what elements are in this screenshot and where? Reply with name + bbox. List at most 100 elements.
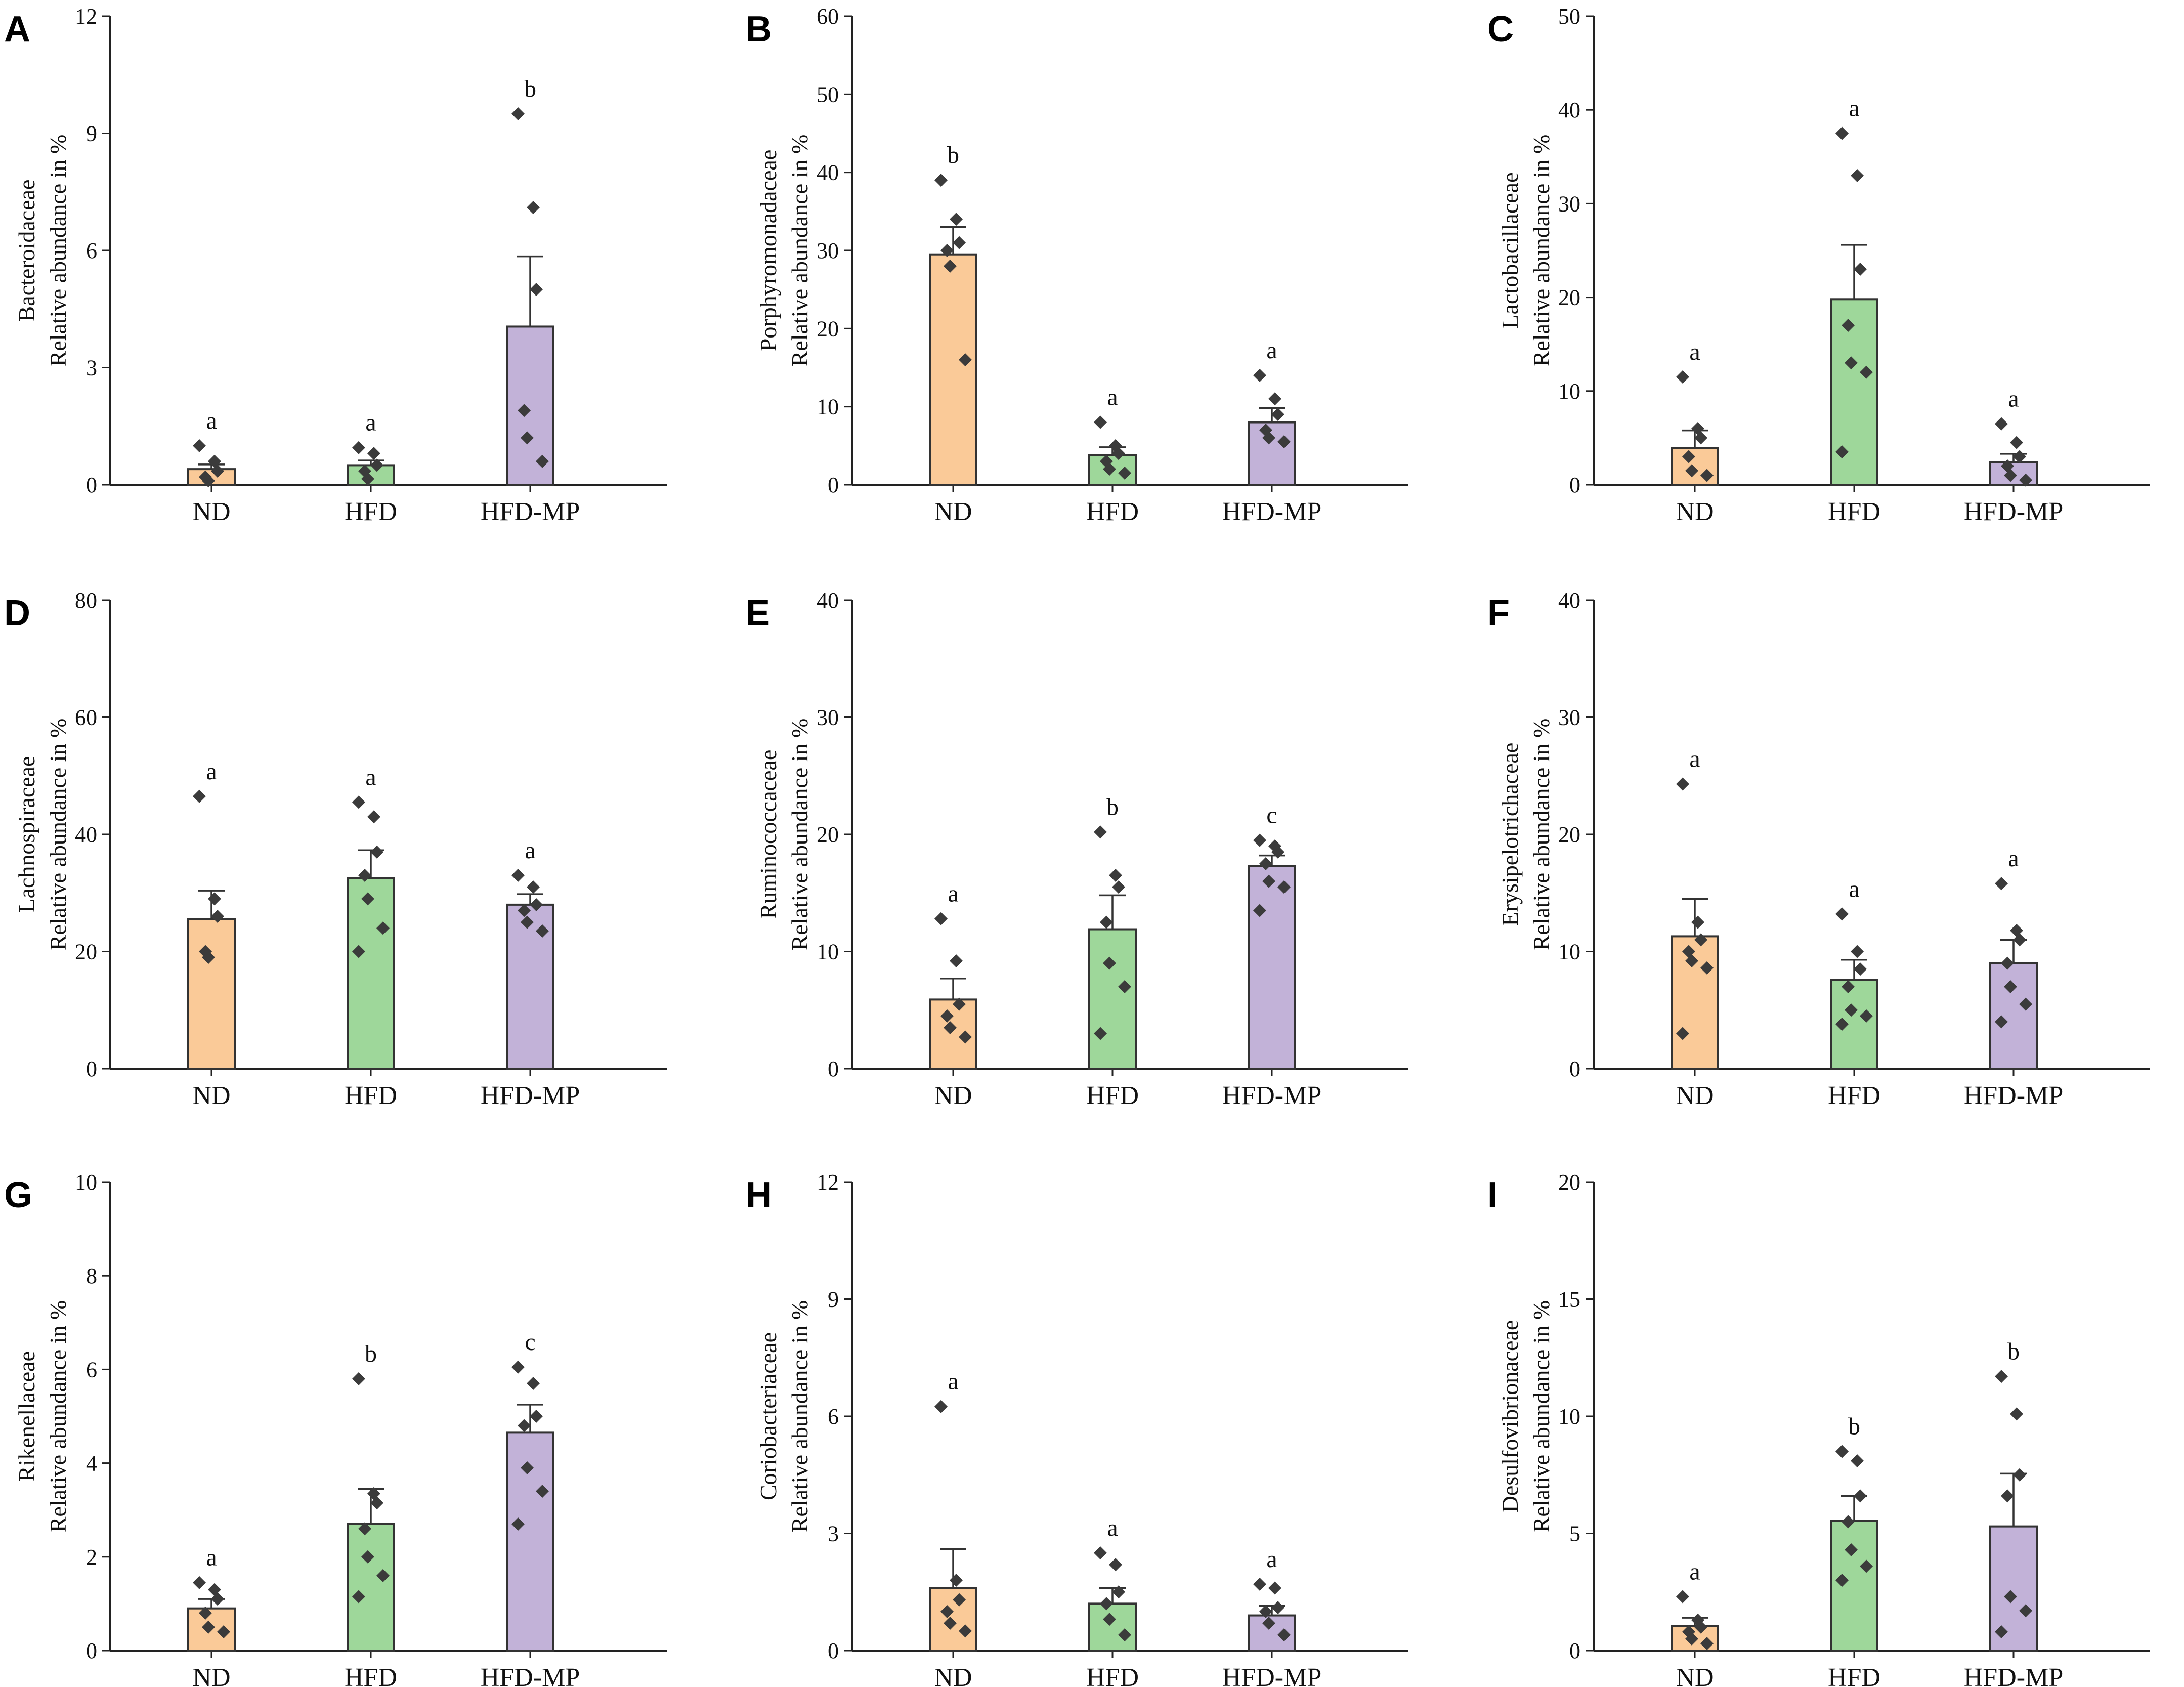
data-point bbox=[1694, 1620, 1707, 1634]
data-point bbox=[370, 1496, 383, 1510]
category-label-hfd-mp: HFD-MP bbox=[1222, 497, 1322, 526]
y-axis-title-family: Porphyromonadaceae bbox=[755, 150, 781, 352]
significance-letter: a bbox=[1689, 339, 1700, 365]
y-tick-label: 6 bbox=[828, 1404, 839, 1429]
data-point bbox=[521, 1461, 534, 1474]
data-point bbox=[2010, 1407, 2023, 1421]
data-point bbox=[1842, 1515, 1855, 1529]
data-point bbox=[959, 1030, 972, 1044]
y-axis-title-unit: Relative abundance in % bbox=[787, 719, 812, 951]
data-point bbox=[521, 431, 534, 445]
category-label-hfd: HFD bbox=[1828, 497, 1880, 526]
category-label-hfd-mp: HFD-MP bbox=[1964, 1663, 2064, 1687]
y-tick-label: 10 bbox=[817, 395, 839, 419]
data-point bbox=[1094, 415, 1107, 429]
data-point bbox=[1253, 1577, 1266, 1591]
data-point bbox=[1685, 1632, 1698, 1646]
data-point bbox=[1094, 1546, 1107, 1560]
significance-letter: a bbox=[1849, 875, 1859, 902]
category-label-nd: ND bbox=[934, 497, 972, 526]
data-point bbox=[536, 924, 549, 938]
data-point bbox=[530, 1410, 543, 1423]
data-point bbox=[518, 904, 531, 917]
y-tick-label: 40 bbox=[817, 588, 839, 613]
significance-letter: a bbox=[948, 880, 958, 907]
data-point bbox=[367, 447, 380, 460]
data-point bbox=[521, 915, 534, 929]
y-axis-title-family: Bacteroidaceae bbox=[14, 180, 39, 322]
y-tick-label: 3 bbox=[86, 356, 97, 381]
significance-letter: a bbox=[2008, 845, 2019, 872]
data-point bbox=[953, 1593, 966, 1607]
data-point bbox=[358, 1522, 371, 1536]
y-tick-label: 40 bbox=[75, 822, 97, 847]
category-label-hfd: HFD bbox=[1086, 497, 1139, 526]
y-axis-title-unit: Relative abundance in % bbox=[787, 135, 812, 367]
data-point bbox=[511, 1517, 525, 1531]
data-point bbox=[1118, 466, 1131, 480]
data-point bbox=[361, 472, 374, 486]
data-point bbox=[1100, 915, 1113, 929]
data-point bbox=[944, 1021, 957, 1034]
y-axis-title-unit: Relative abundance in % bbox=[787, 1300, 812, 1533]
data-point bbox=[211, 1592, 224, 1606]
category-label-nd: ND bbox=[934, 1081, 972, 1110]
data-point bbox=[211, 910, 224, 923]
category-label-hfd: HFD bbox=[1086, 1663, 1139, 1687]
panel-g: G Rikenellaceae Relative abundance in % 0 2 4… bbox=[4, 1170, 667, 1687]
data-point bbox=[1995, 877, 2008, 891]
data-point bbox=[1845, 1543, 1858, 1556]
panel-letter: G bbox=[4, 1175, 32, 1215]
data-point bbox=[1995, 1625, 2008, 1638]
data-point bbox=[940, 1009, 954, 1023]
data-point bbox=[511, 869, 525, 882]
data-point bbox=[361, 892, 374, 906]
data-point bbox=[1851, 945, 1864, 958]
data-point bbox=[1685, 464, 1698, 478]
data-point bbox=[1094, 825, 1107, 839]
data-point bbox=[950, 1574, 963, 1587]
y-tick-label: 30 bbox=[1558, 191, 1580, 216]
data-point bbox=[1253, 833, 1266, 847]
bar-nd bbox=[929, 1587, 977, 1652]
significance-letter: a bbox=[525, 837, 535, 864]
data-point bbox=[1253, 368, 1266, 382]
data-point bbox=[934, 912, 948, 925]
y-tick-label: 0 bbox=[828, 1057, 839, 1081]
panel-i: I Desulfovibrionaceae Relative abundance i… bbox=[1487, 1170, 2150, 1687]
significance-letter: b bbox=[947, 142, 959, 168]
panel-letter: I bbox=[1487, 1175, 1497, 1215]
data-point bbox=[1842, 319, 1855, 332]
data-point bbox=[208, 454, 221, 468]
data-point bbox=[1271, 845, 1284, 859]
data-point bbox=[1109, 1558, 1122, 1572]
bar-hfd bbox=[347, 1523, 395, 1652]
data-point bbox=[193, 789, 206, 803]
panel-letter: B bbox=[746, 9, 772, 50]
data-point bbox=[352, 1590, 365, 1604]
data-point bbox=[940, 244, 954, 257]
y-axis-title: Rikenellaceae Relative abundance in % bbox=[14, 1300, 71, 1533]
y-tick-label: 10 bbox=[75, 1170, 97, 1195]
data-point bbox=[1109, 869, 1122, 882]
data-point bbox=[527, 1377, 540, 1390]
significance-letter: b bbox=[1848, 1413, 1860, 1440]
data-point bbox=[1277, 1628, 1291, 1642]
data-point bbox=[527, 201, 540, 215]
data-point bbox=[950, 954, 963, 968]
y-tick-label: 40 bbox=[1558, 588, 1580, 613]
panel-h: H Coriobacteriaceae Relative abundance in … bbox=[746, 1170, 1408, 1687]
data-point bbox=[1694, 933, 1707, 947]
y-tick-label: 20 bbox=[1558, 822, 1580, 847]
data-point bbox=[193, 439, 206, 452]
y-tick-label: 3 bbox=[828, 1522, 839, 1546]
y-axis-title: Lachnospiraceae Relative abundance in % bbox=[14, 719, 71, 951]
y-tick-label: 10 bbox=[1558, 1404, 1580, 1429]
data-point bbox=[1676, 1027, 1689, 1040]
significance-letter: b bbox=[2007, 1338, 2020, 1365]
y-tick-label: 20 bbox=[1558, 1170, 1580, 1195]
y-tick-label: 6 bbox=[86, 238, 97, 263]
data-point bbox=[202, 474, 215, 488]
category-label-hfd-mp: HFD-MP bbox=[1964, 1081, 2064, 1110]
data-point bbox=[1851, 168, 1864, 182]
